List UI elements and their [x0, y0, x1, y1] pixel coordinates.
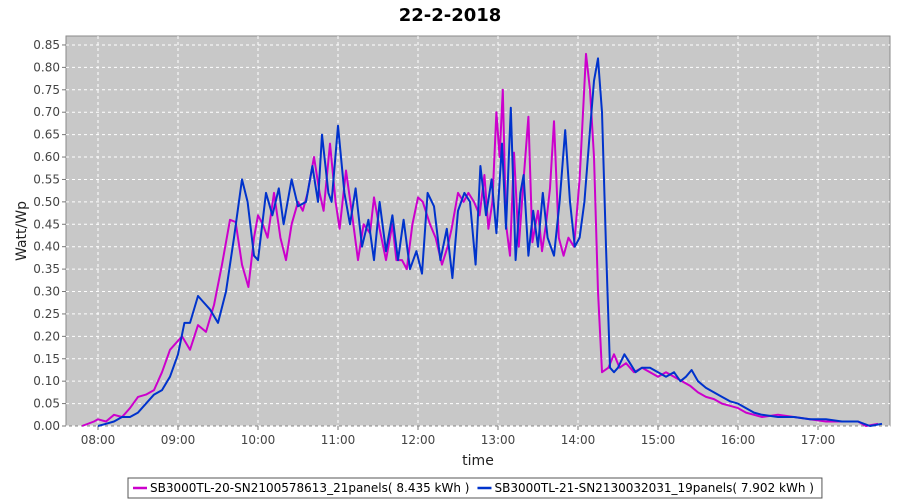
x-tick-label: 17:00 — [801, 433, 836, 447]
y-tick-label: 0.65 — [33, 128, 60, 142]
y-tick-label: 0.35 — [33, 262, 60, 276]
grid-lines — [66, 36, 890, 427]
legend: SB3000TL-20-SN2100578613_21panels( 8.435… — [127, 477, 823, 499]
y-tick-label: 0.40 — [33, 240, 60, 254]
x-axis-title: time — [462, 453, 494, 469]
y-axis: 0.00 0.05 0.10 0.15 0.20 0.25 0.30 0.35 0.40 0.45… — [33, 38, 66, 433]
x-tick-label: 08:00 — [81, 433, 116, 447]
y-tick-label: 0.05 — [33, 397, 60, 411]
series-line-1 — [81, 52, 879, 427]
x-tick-label: 13:00 — [481, 433, 516, 447]
x-tick-label: 10:00 — [241, 433, 276, 447]
legend-entry-1: SB3000TL-20-SN2100578613_21panels( 8.435… — [150, 481, 469, 495]
y-tick-label: 0.85 — [33, 38, 60, 52]
y-tick-label: 0.20 — [33, 329, 60, 343]
x-tick-label: 15:00 — [641, 433, 676, 447]
x-tick-label: 16:00 — [721, 433, 756, 447]
x-axis: 08:00 09:00 10:00 11:00 12:00 13:00 14:00 15:00… — [81, 426, 836, 447]
y-tick-label: 0.15 — [33, 352, 60, 366]
y-tick-label: 0.45 — [33, 217, 60, 231]
y-axis-title: Watt/Wp — [14, 201, 30, 261]
y-tick-label: 0.55 — [33, 172, 60, 186]
y-tick-label: 0.50 — [33, 195, 60, 209]
legend-entry-2: SB3000TL-21-SN2130032031_19panels( 7.902… — [494, 481, 813, 495]
series-lines — [81, 52, 883, 427]
y-tick-label: 0.00 — [33, 419, 60, 433]
series-line-2 — [97, 57, 883, 427]
y-tick-label: 0.70 — [33, 105, 60, 119]
x-tick-label: 12:00 — [401, 433, 436, 447]
y-tick-label: 0.80 — [33, 60, 60, 74]
x-tick-label: 09:00 — [161, 433, 196, 447]
y-tick-label: 0.10 — [33, 374, 60, 388]
x-tick-label: 14:00 — [561, 433, 596, 447]
chart-title: 22-2-2018 — [399, 5, 502, 26]
y-tick-label: 0.25 — [33, 307, 60, 321]
legend-box — [127, 477, 823, 499]
y-tick-label: 0.60 — [33, 150, 60, 164]
x-tick-label: 11:00 — [321, 433, 356, 447]
y-tick-label: 0.75 — [33, 83, 60, 97]
y-tick-label: 0.30 — [33, 285, 60, 299]
